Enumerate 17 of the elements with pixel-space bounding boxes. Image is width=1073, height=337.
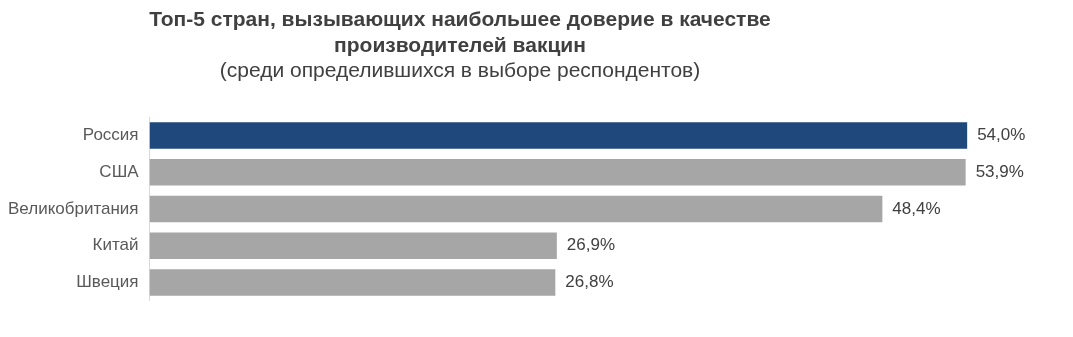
y-tick-label: Великобритания bbox=[7, 198, 139, 218]
data-label: 26,8% bbox=[565, 272, 614, 292]
y-tick-label: Россия bbox=[82, 125, 139, 145]
bar bbox=[149, 159, 966, 186]
bar bbox=[149, 122, 968, 149]
y-tick-label: США bbox=[99, 161, 140, 181]
data-label: 48,4% bbox=[892, 198, 941, 218]
data-label: 53,9% bbox=[975, 161, 1024, 181]
chart-subtitle: (среди определившихся в выборе респондентов) bbox=[218, 58, 702, 82]
bar bbox=[149, 195, 883, 223]
chart-title: Топ-5 стран, вызывающих наибольшее доверие в качестве производителей вакцин bbox=[148, 6, 772, 58]
y-tick-label: Швеция bbox=[76, 272, 139, 292]
bar bbox=[149, 232, 557, 259]
y-tick-label: Китай bbox=[92, 235, 139, 255]
data-label: 26,9% bbox=[566, 235, 616, 255]
bar bbox=[149, 269, 556, 296]
data-label: 54,0% bbox=[977, 125, 1026, 145]
